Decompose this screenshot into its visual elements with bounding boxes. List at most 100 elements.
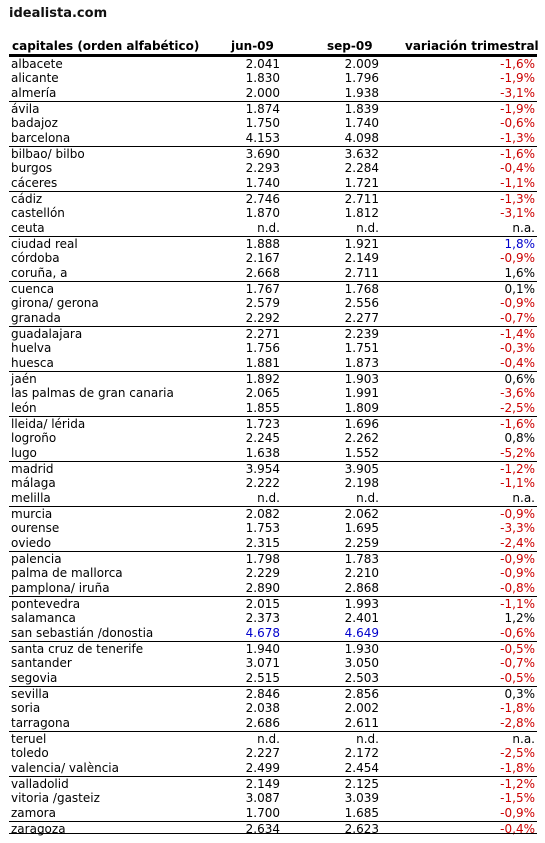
variation-cell: -1,6% [500,147,535,161]
table-row: salamanca 2.373 2.401 1,2% [9,611,537,626]
city-cell: valencia/ valència [11,761,119,775]
city-cell: san sebastián /donostia [11,626,154,640]
variation-cell: -1,3% [500,131,535,145]
city-cell: sevilla [11,687,50,701]
sep-09-cell: 1.812 [344,206,379,220]
table-row: melilla n.d. n.d. n.a. [9,491,537,506]
city-cell: guadalajara [11,327,83,341]
jun-09-cell: 1.874 [245,102,280,116]
sep-09-cell: 2.454 [344,761,379,775]
city-cell: león [11,401,37,415]
city-cell: valladolid [11,777,69,791]
sep-09-cell: 3.632 [344,147,379,161]
variation-cell: -1,1% [500,176,535,190]
table-row: granada 2.292 2.277 -0,7% [9,311,537,326]
city-cell: albacete [11,57,63,71]
sep-09-cell: 1.685 [344,806,379,820]
variation-cell: -0,9% [500,296,535,310]
jun-09-cell: 1.700 [245,806,280,820]
variation-cell: -0,9% [500,806,535,820]
sep-09-cell: n.d. [356,732,379,746]
variation-cell: -1,2% [500,777,535,791]
city-cell: córdoba [11,251,60,265]
city-cell: ourense [11,521,60,535]
sep-09-cell: 1.873 [344,356,379,370]
variation-cell: -1,8% [500,701,535,715]
city-cell: vitoria /gasteiz [11,791,100,805]
jun-09-cell: 1.855 [245,401,280,415]
header-variation: variación trimestral [405,39,539,53]
sep-09-cell: 1.768 [344,282,379,296]
variation-cell: -1,3% [500,192,535,206]
city-cell: zaragoza [11,822,66,836]
table-row: santander 3.071 3.050 -0,7% [9,656,537,671]
city-cell: ciudad real [11,237,78,251]
variation-cell: -2,5% [500,401,535,415]
table-row: pontevedra 2.015 1.993 -1,1% [9,596,537,611]
table-row: ourense 1.753 1.695 -3,3% [9,521,537,536]
city-cell: santander [11,656,72,670]
sep-09-cell: 2.856 [344,687,379,701]
jun-09-cell: 3.690 [245,147,280,161]
variation-cell: n.a. [512,732,535,746]
table-row: cáceres 1.740 1.721 -1,1% [9,176,537,191]
variation-cell: 1,6% [504,266,536,280]
jun-09-cell: 2.292 [245,311,280,325]
jun-09-cell: 1.798 [245,552,280,566]
variation-cell: -5,2% [500,446,535,460]
variation-cell: -0,3% [500,341,535,355]
table-row: san sebastián /donostia 4.678 4.649 -0,6% [9,626,537,641]
city-cell: girona/ gerona [11,296,99,310]
sep-09-cell: 1.721 [344,176,379,190]
city-cell: almería [11,86,57,100]
jun-09-cell: 1.638 [245,446,280,460]
variation-cell: -1,6% [500,57,535,71]
city-cell: palencia [11,552,62,566]
table-row: sevilla 2.846 2.856 0,3% [9,686,537,701]
variation-cell: -1,8% [500,761,535,775]
jun-09-cell: 2.499 [245,761,280,775]
sep-09-cell: 2.611 [344,716,379,730]
table-row: coruña, a 2.668 2.711 1,6% [9,266,537,281]
sep-09-cell: 2.062 [344,507,379,521]
city-cell: las palmas de gran canaria [11,386,174,400]
jun-09-cell: 3.087 [245,791,280,805]
sep-09-cell: 2.556 [344,296,379,310]
table-row: burgos 2.293 2.284 -0,4% [9,161,537,176]
sep-09-cell: n.d. [356,491,379,505]
table-row: albacete 2.041 2.009 -1,6% [9,56,537,71]
city-cell: burgos [11,161,53,175]
jun-09-cell: 2.686 [245,716,280,730]
table-row: barcelona 4.153 4.098 -1,3% [9,131,537,146]
table-row: madrid 3.954 3.905 -1,2% [9,461,537,476]
sep-09-cell: 2.172 [344,746,379,760]
sep-09-cell: 1.938 [344,86,379,100]
variation-cell: -1,9% [500,102,535,116]
variation-cell: -1,9% [500,71,535,85]
city-cell: granada [11,311,61,325]
jun-09-cell: 1.870 [245,206,280,220]
city-cell: madrid [11,462,54,476]
table-row: santa cruz de tenerife 1.940 1.930 -0,5% [9,641,537,656]
sep-09-cell: 1.903 [344,372,379,386]
sep-09-cell: 1.783 [344,552,379,566]
table-row: pamplona/ iruña 2.890 2.868 -0,8% [9,581,537,596]
table-row: girona/ gerona 2.579 2.556 -0,9% [9,296,537,311]
sep-09-cell: 2.210 [344,566,379,580]
price-table-body: albacete 2.041 2.009 -1,6% alicante 1.830 1.79… [9,56,537,836]
sep-09-cell: 2.262 [344,431,379,445]
city-cell: zamora [11,806,56,820]
table-row: cuenca 1.767 1.768 0,1% [9,281,537,296]
city-cell: segovia [11,671,58,685]
table-row: zaragoza 2.634 2.623 -0,4% [9,821,537,836]
sep-09-cell: 2.277 [344,311,379,325]
city-cell: huelva [11,341,52,355]
jun-09-cell: 1.756 [245,341,280,355]
table-row: palma de mallorca 2.229 2.210 -0,9% [9,566,537,581]
jun-09-cell: 2.579 [245,296,280,310]
variation-cell: -3,6% [500,386,535,400]
table-row: oviedo 2.315 2.259 -2,4% [9,536,537,551]
jun-09-cell: 1.892 [245,372,280,386]
jun-09-cell: 1.767 [245,282,280,296]
city-cell: soria [11,701,41,715]
